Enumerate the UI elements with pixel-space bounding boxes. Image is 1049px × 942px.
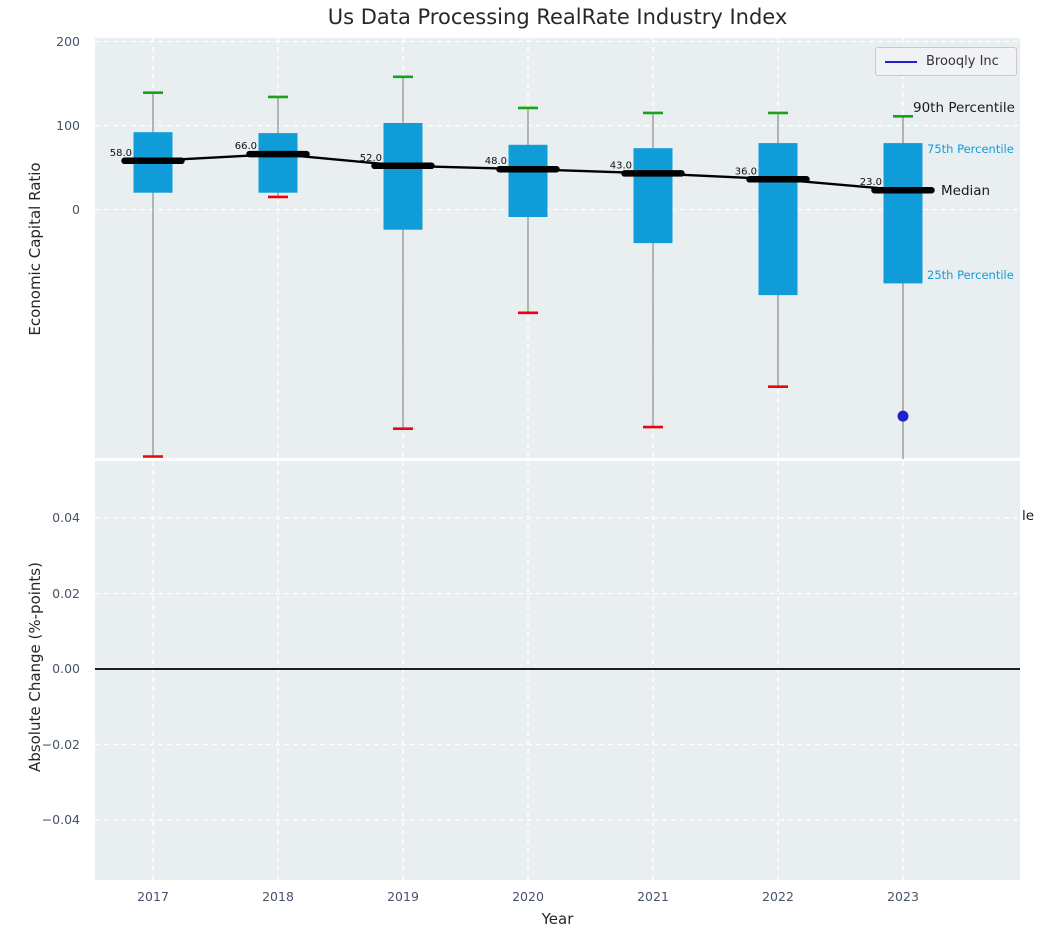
boxplot-2017 [133, 91, 173, 458]
x-tick-label: 2023 [887, 889, 919, 904]
bottom-y-tick-label: −0.04 [41, 812, 80, 827]
x-tick-label: 2019 [387, 889, 419, 904]
annotation-clipped-percentile: le [1022, 508, 1035, 524]
boxplot-2019 [383, 75, 423, 431]
boxplot-2018 [258, 95, 298, 199]
bottom-y-tick-label: 0.04 [52, 510, 80, 525]
median-value-label: 23.0 [860, 177, 882, 188]
boxplot-2022 [758, 111, 798, 389]
median-value-label: 52.0 [360, 153, 382, 164]
top-plot-area: 58.0 66.0 52.0 48.0 43.0 36.0 23.0 [95, 38, 1020, 459]
iqr-box [758, 143, 798, 296]
x-tick-label: 2022 [762, 889, 794, 904]
annotation-median: Median [941, 183, 991, 199]
median-value-label: 58.0 [110, 148, 132, 159]
x-tick-label: 2018 [262, 889, 294, 904]
top-y-tick-label: 0 [72, 201, 80, 217]
x-axis-label: Year [541, 910, 574, 928]
x-tick-label: 2017 [137, 889, 169, 904]
iqr-box [883, 143, 923, 284]
iqr-box [258, 133, 298, 193]
iqr-box [383, 123, 423, 230]
median-value-label: 43.0 [610, 160, 632, 171]
bottom-y-tick-label: −0.02 [41, 736, 80, 752]
legend[interactable]: Brooqly Inc [875, 47, 1017, 76]
x-tick-label: 2020 [512, 889, 544, 904]
chart-title: Us Data Processing RealRate Industry Ind… [327, 5, 788, 29]
bottom-plot-area [95, 461, 1020, 880]
iqr-box [508, 144, 548, 217]
company-data-point[interactable] [897, 410, 909, 422]
boxplot-2023 [883, 115, 923, 459]
annotation-90th-percentile: 90th Percentile [913, 100, 1015, 116]
top-y-tick-label: 100 [56, 117, 80, 133]
bottom-y-tick-label: 0.02 [52, 585, 80, 601]
annotation-75th-percentile: 75th Percentile [927, 142, 1014, 156]
legend-line-sample [885, 60, 917, 63]
median-value-label: 36.0 [735, 166, 757, 177]
change-canvas [95, 461, 1020, 880]
legend-label: Brooqly Inc [926, 54, 999, 69]
annotation-25th-percentile: 25th Percentile [927, 268, 1014, 282]
boxplot-2020 [508, 106, 548, 315]
median-value-label: 48.0 [485, 156, 507, 167]
x-tick-label: 2021 [637, 889, 669, 904]
median-value-label: 66.0 [235, 141, 257, 152]
boxplot-canvas: 58.0 66.0 52.0 48.0 43.0 36.0 23.0 [95, 38, 1020, 459]
top-y-tick-label: 200 [56, 33, 80, 49]
boxplot-2021 [633, 111, 673, 429]
top-y-axis-label: Economic Capital Ratio [26, 162, 44, 336]
bottom-y-tick-label: 0.00 [52, 661, 80, 676]
iqr-box [633, 148, 673, 244]
